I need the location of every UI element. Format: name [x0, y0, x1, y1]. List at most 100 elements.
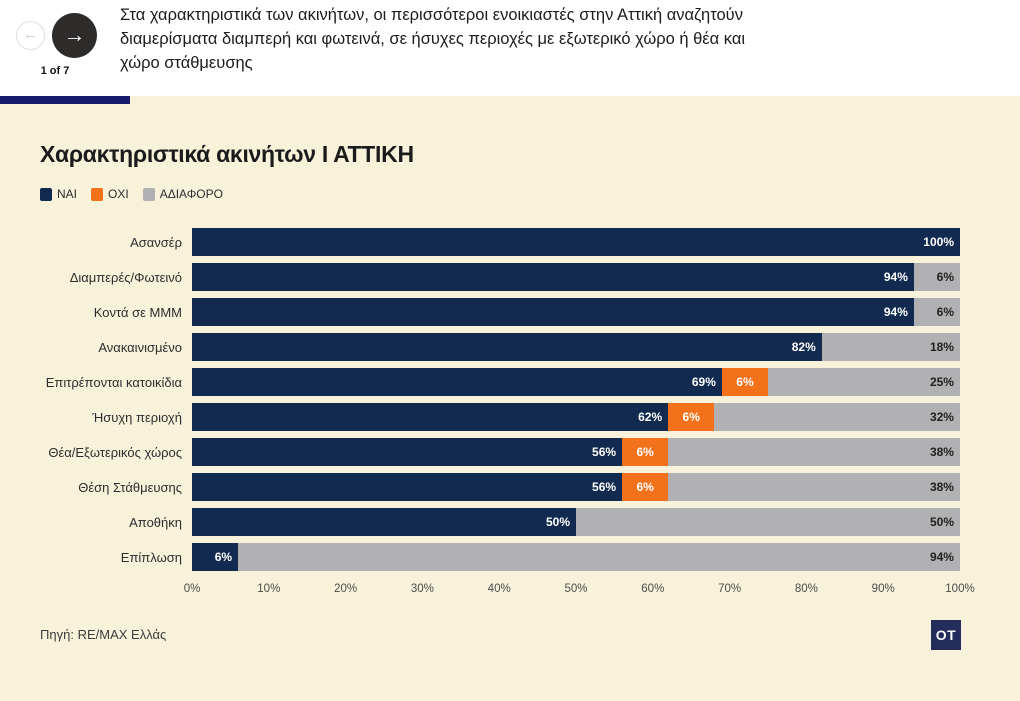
bar-segment-nai: 62% [192, 403, 669, 431]
bar-track: 56% 6% 38% [192, 438, 960, 466]
x-axis-tick: 80% [794, 583, 818, 595]
chart-legend: ΝΑΙ ΟΧΙ ΑΔΙΑΦΟΡΟ [40, 187, 223, 201]
story-header: ← → 1 of 7 Στα χαρακτηριστικά των ακινήτ… [0, 0, 1020, 96]
bar-track: 62% 6% 32% [192, 403, 960, 431]
bar-value-label: 82% [791, 340, 816, 354]
x-axis-tick: 40% [487, 583, 511, 595]
bar-value-label: 6% [736, 375, 754, 389]
row-label: Κοντά σε ΜΜΜ [93, 304, 182, 320]
bar-segment-nai: 69% [192, 368, 722, 396]
bar-value-label: 18% [929, 340, 954, 354]
bar-segment-adiaforo: 38% [668, 473, 960, 501]
bar-segment-adiaforo: 18% [821, 333, 960, 361]
bar-value-label: 6% [214, 550, 233, 564]
table-row: Θέα/Εξωτερικός χώρος 56% 6% 38% [0, 438, 1020, 466]
progress-bar [0, 96, 130, 104]
legend-label: ΟΧΙ [108, 187, 129, 201]
row-label: Ανακαινισμένο [98, 339, 182, 355]
row-label: Επιτρέπονται κατοικίδια [45, 374, 182, 390]
bar-segment-nai: 6% [192, 543, 239, 571]
x-axis-tick: 60% [641, 583, 665, 595]
bar-value-label: 56% [592, 480, 617, 494]
next-slide-button[interactable]: → [52, 13, 97, 58]
row-label: Θέση Στάθμευσης [78, 479, 182, 495]
table-row: Επιτρέπονται κατοικίδια 69% 6% 25% [0, 368, 1020, 396]
bar-segment-nai: 50% [192, 508, 576, 536]
slide-description: Στα χαρακτηριστικά των ακινήτων, οι περι… [120, 6, 746, 72]
legend-item-oxi: ΟΧΙ [91, 187, 129, 201]
legend-swatch-adiaforo [142, 187, 155, 201]
bar-segment-adiaforo: 38% [668, 438, 960, 466]
ot-logo: OT [931, 620, 961, 650]
bar-value-label: 94% [929, 550, 954, 564]
bar-value-label: 6% [936, 270, 954, 284]
row-label: Επίπλωση [120, 549, 182, 565]
chart-title: Χαρακτηριστικά ακινήτων Ι ΑΤΤΙΚΗ [40, 141, 414, 167]
bar-value-label: 25% [929, 375, 954, 389]
table-row: Επίπλωση 6% 94% [0, 543, 1020, 571]
table-row: Θέση Στάθμευσης 56% 6% 38% [0, 473, 1020, 501]
bar-segment-nai: 100% [192, 228, 960, 256]
bar-value-label: 32% [929, 410, 954, 424]
left-arrow-icon: ← [23, 26, 38, 43]
legend-item-nai: ΝΑΙ [40, 187, 77, 201]
bar-segment-adiaforo: 25% [767, 368, 960, 396]
bar-track: 94% 6% [192, 263, 960, 291]
row-label: Διαμπερές/Φωτεινό [69, 269, 182, 285]
bar-segment-nai: 94% [192, 263, 914, 291]
x-axis-tick: 0% [183, 583, 201, 595]
bar-segment-oxi: 6% [622, 438, 669, 466]
bar-segment-oxi: 6% [668, 403, 715, 431]
bar-segment-oxi: 6% [622, 473, 669, 501]
bar-value-label: 94% [883, 270, 908, 284]
bar-segment-adiaforo: 6% [913, 298, 960, 326]
bar-segment-nai: 82% [192, 333, 822, 361]
bar-segment-adiaforo: 32% [714, 403, 960, 431]
bar-track: 50% 50% [192, 508, 960, 536]
table-row: Ασανσέρ 100% [0, 228, 1020, 256]
bar-track: 69% 6% 25% [192, 368, 960, 396]
x-axis-tick: 10% [257, 583, 281, 595]
bar-value-label: 62% [638, 410, 663, 424]
row-label: Θέα/Εξωτερικός χώρος [48, 444, 182, 460]
bar-value-label: 100% [923, 235, 954, 249]
table-row: Διαμπερές/Φωτεινό 94% 6% [0, 263, 1020, 291]
bar-segment-oxi: 6% [721, 368, 768, 396]
legend-item-adiaforo: ΑΔΙΑΦΟΡΟ [142, 187, 223, 201]
bar-track: 82% 18% [192, 333, 960, 361]
bar-value-label: 6% [636, 445, 654, 459]
x-axis-tick: 30% [410, 583, 434, 595]
table-row: Ήσυχη περιοχή 62% 6% 32% [0, 403, 1020, 431]
bar-segment-nai: 94% [192, 298, 914, 326]
bar-chart: Ασανσέρ 100% Διαμπερές/Φωτεινό 94% 6% Κοντά σ… [0, 228, 1020, 578]
bar-value-label: 38% [929, 445, 954, 459]
bar-segment-nai: 56% [192, 473, 623, 501]
x-axis-tick: 100% [945, 583, 975, 595]
x-axis-tick: 90% [871, 583, 895, 595]
prev-slide-button[interactable]: ← [16, 21, 45, 50]
bar-segment-nai: 56% [192, 438, 623, 466]
right-arrow-icon: → [63, 21, 86, 47]
bar-segment-adiaforo: 6% [913, 263, 960, 291]
bar-value-label: 38% [929, 480, 954, 494]
legend-swatch-oxi [91, 187, 104, 201]
bar-value-label: 56% [592, 445, 617, 459]
x-axis: 0% 10% 20% 30% 40% 50% 60% 70% 80% 90% 100% [184, 583, 975, 599]
source-note: Πηγή: RE/MAX Ελλάς [40, 627, 167, 642]
row-label: Αποθήκη [129, 514, 182, 530]
bar-segment-adiaforo: 50% [576, 508, 960, 536]
x-axis-tick: 50% [564, 583, 588, 595]
legend-label: ΑΔΙΑΦΟΡΟ [159, 187, 223, 201]
bar-value-label: 69% [691, 375, 716, 389]
bar-value-label: 6% [636, 480, 654, 494]
table-row: Ανακαινισμένο 82% 18% [0, 333, 1020, 361]
bar-track: 6% 94% [192, 543, 960, 571]
row-label: Ασανσέρ [130, 234, 182, 250]
bar-value-label: 94% [883, 305, 908, 319]
bar-value-label: 50% [929, 515, 954, 529]
bar-segment-adiaforo: 94% [238, 543, 960, 571]
bar-track: 56% 6% 38% [192, 473, 960, 501]
row-label: Ήσυχη περιοχή [92, 409, 182, 425]
x-axis-tick: 20% [334, 583, 358, 595]
